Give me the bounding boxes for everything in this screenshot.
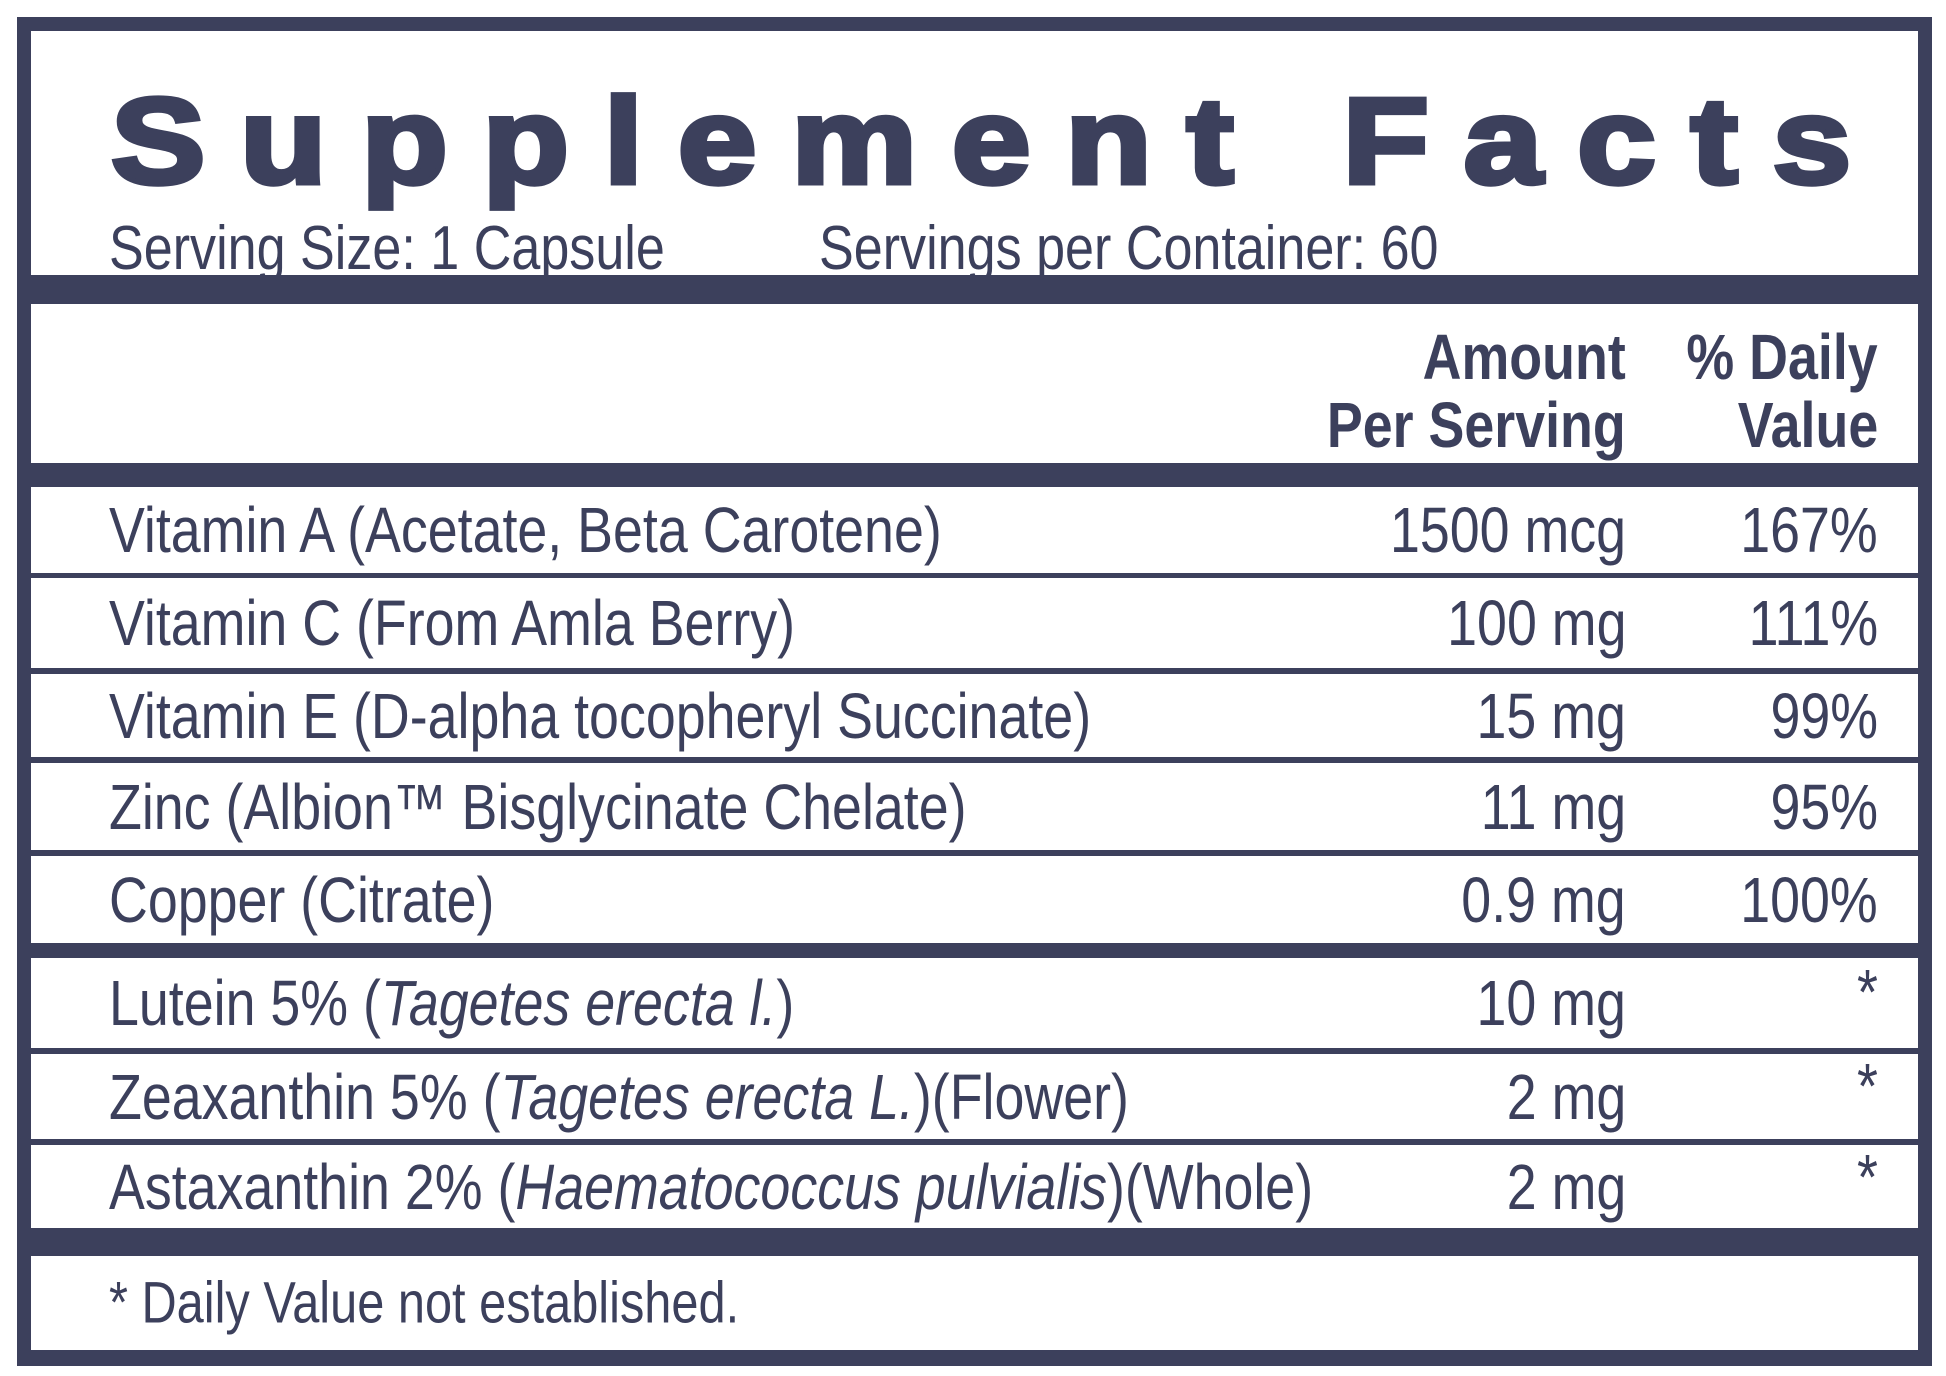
ingredient-name: Vitamin A (Acetate, Beta Carotene) bbox=[109, 493, 942, 567]
ingredient-amount: 100 mg bbox=[1446, 587, 1626, 659]
supplement-facts-label: Supplement Facts Serving Size: 1 Capsule… bbox=[17, 17, 1932, 1366]
ingredient-row: Zinc (Albion™ Bisglycinate Chelate) 11 mg… bbox=[31, 763, 1918, 850]
ingredient-daily-value: 111% bbox=[1748, 587, 1878, 659]
servings-per-container: Servings per Container: 60 bbox=[819, 214, 1439, 283]
ingredient-daily-value: 99% bbox=[1770, 679, 1878, 752]
serving-size: Serving Size: 1 Capsule bbox=[109, 214, 665, 283]
ingredient-row: Astaxanthin 2% (Haematococcus pulvialis)… bbox=[31, 1141, 1918, 1228]
ingredient-name-text: Astaxanthin 2% ( bbox=[109, 1150, 516, 1223]
ingredient-name-suffix: ) bbox=[776, 967, 795, 1039]
ingredient-name-suffix: )(Flower) bbox=[913, 1060, 1129, 1133]
ingredient-amount: 10 mg bbox=[1476, 967, 1626, 1039]
ingredient-amount: 2 mg bbox=[1506, 1060, 1626, 1133]
ingredient-name: Copper (Citrate) bbox=[109, 863, 494, 937]
ingredient-name-text: Lutein 5% ( bbox=[109, 967, 381, 1039]
ingredient-row: Copper (Citrate) 0.9 mg 100% bbox=[31, 856, 1918, 943]
ingredient-row: Zeaxanthin 5% (Tagetes erecta L.)(Flower… bbox=[31, 1050, 1918, 1139]
ingredient-name-text: Zinc (Albion™ Bisglycinate Chelate) bbox=[109, 770, 967, 843]
ingredient-daily-value: * bbox=[1857, 1050, 1878, 1123]
ingredient-name-text: Vitamin A (Acetate, Beta Carotene) bbox=[109, 494, 942, 566]
footnote: * Daily Value not established. bbox=[109, 1270, 740, 1336]
ingredient-daily-value: 95% bbox=[1770, 770, 1878, 843]
ingredient-row: Vitamin E (D-alpha tocopheryl Succinate)… bbox=[31, 674, 1918, 757]
ingredient-daily-value: * bbox=[1857, 956, 1878, 1029]
ingredient-amount: 2 mg bbox=[1506, 1150, 1626, 1223]
footnote-panel: * Daily Value not established. bbox=[31, 1256, 1918, 1350]
ingredient-species: Haematococcus pulvialis bbox=[515, 1150, 1108, 1223]
ingredient-amount: 15 mg bbox=[1476, 679, 1626, 752]
ingredient-name: Vitamin C (From Amla Berry) bbox=[109, 586, 795, 660]
ingredient-row: Lutein 5% (Tagetes erecta l.) 10 mg * bbox=[31, 956, 1918, 1048]
ingredient-daily-value: 100% bbox=[1740, 863, 1878, 936]
ingredient-name: Zeaxanthin 5% (Tagetes erecta L.)(Flower… bbox=[109, 1060, 1129, 1134]
ingredient-row: Vitamin C (From Amla Berry) 100 mg 111% bbox=[31, 578, 1918, 668]
ingredient-name-text: Copper (Citrate) bbox=[109, 863, 495, 936]
ingredient-row: Vitamin A (Acetate, Beta Carotene) 1500 m… bbox=[31, 487, 1918, 573]
ingredient-name-text: Vitamin E (D-alpha tocopheryl Succinate) bbox=[109, 679, 1092, 752]
column-header-panel: Amount Per Serving % Daily Value bbox=[31, 304, 1918, 463]
ingredient-name-text: Zeaxanthin 5% ( bbox=[109, 1060, 501, 1133]
ingredient-amount: 11 mg bbox=[1480, 770, 1626, 843]
ingredient-amount: 0.9 mg bbox=[1461, 863, 1626, 936]
ingredient-amount: 1500 mcg bbox=[1389, 494, 1626, 566]
title-panel: Supplement Facts Serving Size: 1 Capsule… bbox=[31, 31, 1918, 283]
ingredient-species: Tagetes erecta L. bbox=[500, 1060, 914, 1133]
ingredient-name-text: Vitamin C (From Amla Berry) bbox=[109, 587, 796, 659]
ingredient-daily-value: * bbox=[1857, 1140, 1878, 1213]
amount-header-line2: Per Serving bbox=[1327, 389, 1626, 461]
dv-header-line2: Value bbox=[1737, 389, 1878, 461]
label-title: Supplement Facts bbox=[108, 71, 1886, 212]
ingredient-name-suffix: )(Whole) bbox=[1107, 1150, 1314, 1223]
dv-header-line1: % Daily bbox=[1686, 321, 1878, 393]
ingredient-name: Astaxanthin 2% (Haematococcus pulvialis)… bbox=[109, 1150, 1313, 1224]
amount-header-line1: Amount bbox=[1422, 321, 1626, 393]
ingredient-name: Vitamin E (D-alpha tocopheryl Succinate) bbox=[109, 679, 1091, 753]
ingredient-species: Tagetes erecta l. bbox=[380, 967, 777, 1039]
ingredient-daily-value: 167% bbox=[1740, 494, 1878, 566]
ingredient-name: Lutein 5% (Tagetes erecta l.) bbox=[109, 966, 794, 1040]
ingredient-name: Zinc (Albion™ Bisglycinate Chelate) bbox=[109, 770, 967, 844]
